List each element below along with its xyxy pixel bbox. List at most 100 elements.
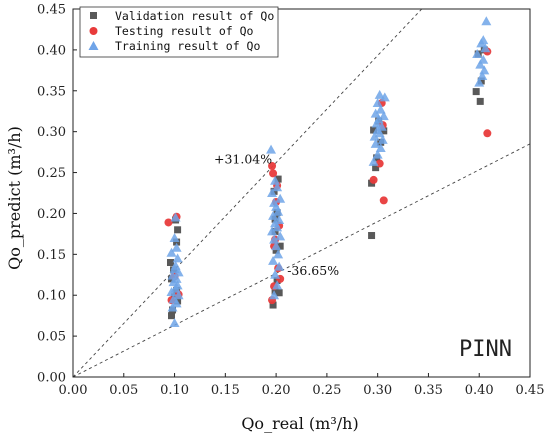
training-point [481, 16, 492, 26]
lower-bound-label: -36.65% [287, 263, 339, 278]
training-point [169, 232, 180, 242]
legend-label-validation: Validation result of Qo [115, 9, 274, 23]
y-tick-label: 0.40 [37, 43, 66, 58]
training-point [266, 144, 277, 154]
validation-point [476, 97, 484, 105]
validation-point [272, 246, 280, 254]
validation-point [174, 226, 182, 234]
training-point [272, 182, 283, 192]
y-tick-label: 0.10 [37, 289, 66, 304]
training-point [270, 269, 281, 279]
training-point [268, 255, 279, 265]
bound-lines [72, 8, 531, 378]
training-point [272, 280, 283, 290]
training-point [271, 241, 282, 251]
data-points [164, 16, 492, 328]
legend-label-testing: Testing result of Qo [115, 24, 254, 38]
training-point [472, 48, 483, 58]
training-point [275, 193, 286, 203]
y-tick-label: 0.00 [37, 371, 66, 386]
training-point [169, 318, 180, 328]
training-point [274, 214, 285, 224]
training-point [374, 89, 385, 99]
x-tick-label: 0.10 [160, 383, 189, 398]
training-point [478, 35, 489, 45]
legend-square-marker [90, 12, 97, 19]
x-tick-label: 0.30 [363, 383, 392, 398]
upper-bound-label: +31.04% [214, 152, 272, 167]
training-point [269, 197, 280, 207]
validation-point [274, 175, 282, 183]
training-point [269, 234, 280, 244]
training-point [379, 92, 390, 102]
validation-point [368, 232, 376, 240]
training-point [369, 131, 380, 141]
training-point [373, 114, 384, 124]
training-point [275, 231, 286, 241]
validation-point [276, 242, 284, 250]
training-point [171, 242, 182, 252]
testing-point [269, 169, 278, 178]
x-tick-label: 0.25 [312, 383, 341, 398]
training-point [478, 54, 489, 64]
training-point [372, 149, 383, 159]
legend-box [79, 6, 279, 58]
validation-point [372, 164, 380, 172]
legend-label-training: Training result of Qo [115, 39, 260, 53]
training-point [270, 175, 281, 185]
validation-point [168, 312, 176, 320]
testing-point [268, 162, 277, 171]
training-point [370, 108, 381, 118]
x-tick-label: 0.15 [211, 383, 240, 398]
training-point [375, 143, 386, 153]
testing-point [369, 175, 378, 184]
y-tick-label: 0.20 [37, 207, 66, 222]
validation-point [370, 126, 378, 134]
testing-point [379, 196, 388, 205]
training-point [268, 210, 279, 220]
bound-line-0 [72, 8, 423, 378]
x-tick-label: 0.35 [414, 383, 443, 398]
validation-point [269, 301, 277, 309]
legend-circle-marker [89, 27, 98, 35]
validation-point [477, 77, 485, 85]
x-tick-label: 0.45 [516, 383, 545, 398]
validation-point [271, 287, 279, 295]
annotations: +31.04% -36.65% [214, 152, 339, 278]
training-point [368, 156, 379, 166]
training-point [170, 212, 181, 222]
validation-point [275, 289, 283, 297]
legend: Validation result of Qo Testing result o… [79, 6, 279, 58]
training-point [477, 71, 488, 81]
model-label: PINN [459, 337, 512, 362]
y-tick-label: 0.25 [37, 166, 66, 181]
training-point [170, 260, 181, 270]
training-point [370, 138, 381, 148]
y-tick-label: 0.45 [37, 3, 66, 18]
y-axis-title: Qo_predict (m³/h) [5, 126, 24, 270]
y-tick-label: 0.30 [37, 125, 66, 140]
y-tick-label: 0.35 [37, 84, 66, 99]
x-axis-title: Qo_real (m³/h) [241, 414, 358, 433]
training-point [166, 247, 177, 257]
validation-point [472, 88, 480, 96]
plot-frame [72, 8, 531, 378]
training-point [172, 253, 183, 263]
x-tick-label: 0.05 [109, 383, 138, 398]
x-tick-label: 0.00 [59, 383, 88, 398]
x-tick-label: 0.20 [262, 383, 291, 398]
training-point [273, 206, 284, 216]
y-tick-label: 0.15 [37, 248, 66, 263]
legend-triangle-marker [88, 41, 99, 50]
testing-point [483, 129, 492, 138]
training-point [377, 134, 388, 144]
validation-point [380, 127, 388, 135]
training-point [274, 261, 285, 271]
training-point [480, 43, 491, 53]
training-point [474, 77, 485, 87]
testing-point [164, 218, 173, 227]
validation-point [173, 238, 181, 246]
x-tick-label: 0.40 [465, 383, 494, 398]
axes: 0.00 0.05 0.10 0.15 0.20 0.25 0.30 0.35 0.40 0.45… [37, 3, 544, 399]
